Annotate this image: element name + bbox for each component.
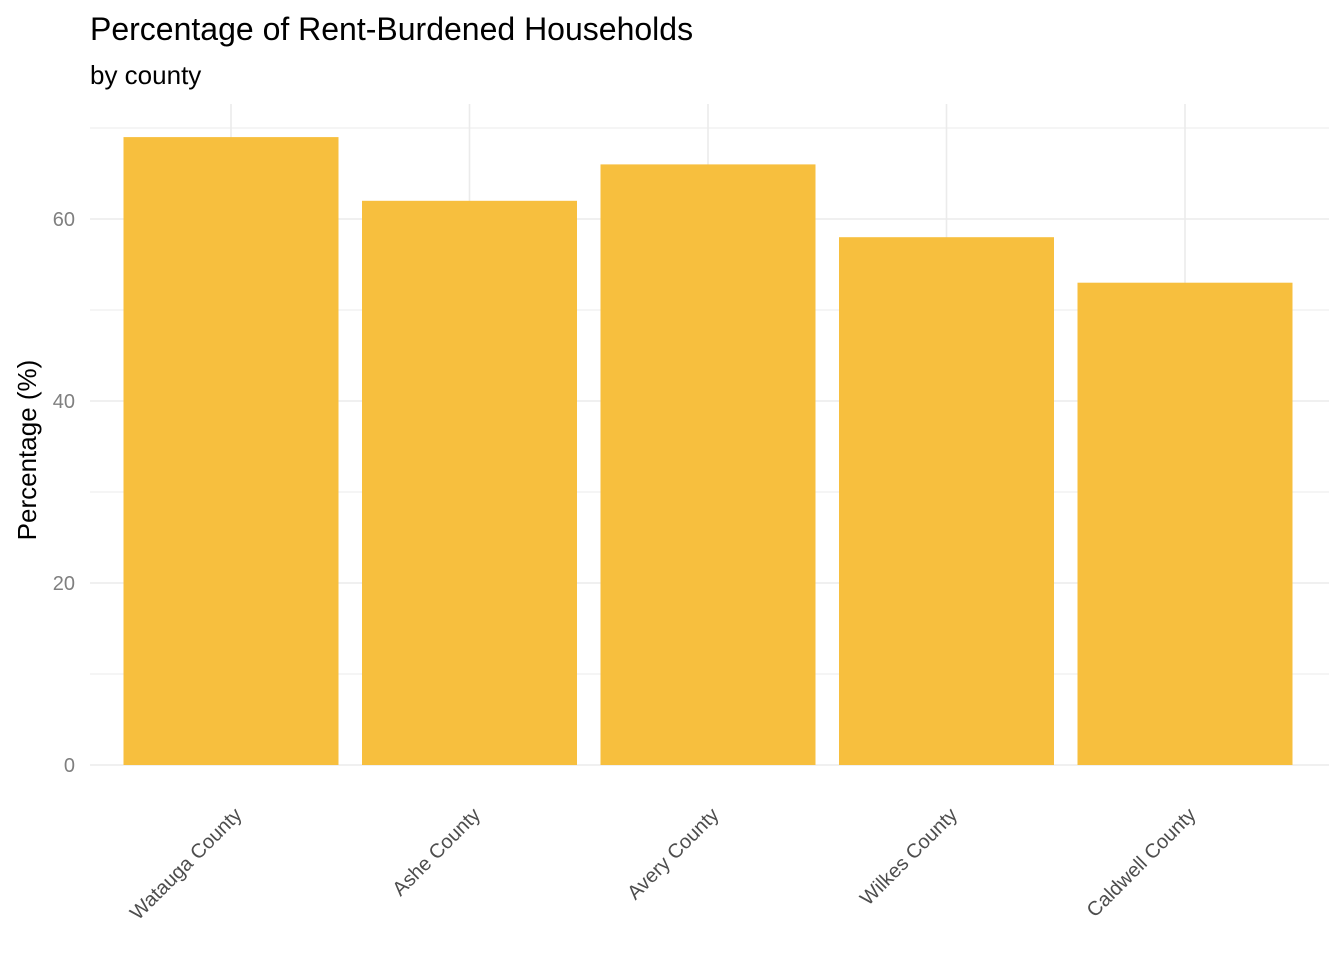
chart-subtitle: by county bbox=[90, 60, 202, 90]
x-axis-ticks: Watauga County Ashe County Avery County Wil… bbox=[126, 804, 1200, 924]
bar bbox=[1077, 282, 1293, 765]
y-tick-label: 40 bbox=[53, 391, 75, 413]
bar bbox=[600, 164, 816, 765]
y-axis-title: Percentage (%) bbox=[12, 360, 42, 541]
x-tick-label: Wilkes County bbox=[856, 804, 962, 910]
chart-title: Percentage of Rent-Burdened Households bbox=[90, 11, 694, 47]
bar bbox=[839, 237, 1054, 765]
y-tick-label: 20 bbox=[53, 573, 75, 595]
x-tick-label: Ashe County bbox=[389, 804, 486, 901]
y-axis-ticks: 0 20 40 60 bbox=[53, 209, 75, 777]
x-tick-label: Avery County bbox=[623, 804, 723, 904]
x-tick-label: Caldwell County bbox=[1083, 804, 1201, 922]
bars bbox=[123, 137, 1293, 766]
bar bbox=[123, 137, 339, 766]
x-tick-label: Watauga County bbox=[126, 804, 246, 924]
bar bbox=[362, 200, 577, 766]
y-tick-label: 0 bbox=[64, 755, 75, 777]
y-tick-label: 60 bbox=[53, 209, 75, 231]
